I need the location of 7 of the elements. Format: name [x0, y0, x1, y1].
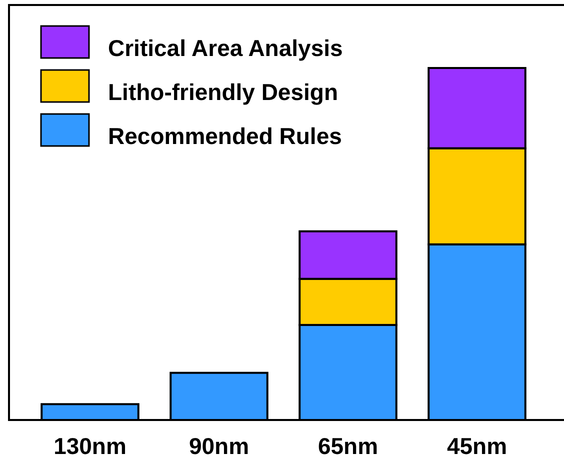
x-tick-label: 130nm [54, 433, 126, 459]
legend-label: Litho-friendly Design [108, 79, 338, 105]
x-tick-label: 45nm [446, 433, 508, 459]
x-tick-label: 65nm [318, 433, 378, 459]
x-tick-label: 90nm [188, 433, 250, 459]
legend-label: Critical Area Analysis [108, 35, 343, 61]
legend-label: Recommended Rules [108, 123, 342, 149]
